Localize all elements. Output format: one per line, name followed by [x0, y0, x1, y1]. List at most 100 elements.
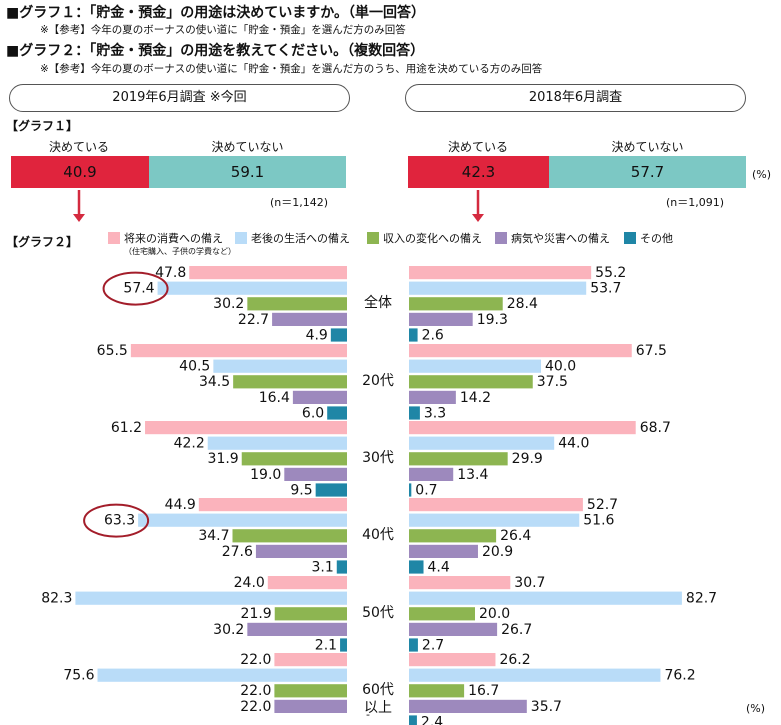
label-2019-g5-s1: 75.6: [63, 668, 94, 684]
bar-2019-g2-s4: [315, 483, 347, 497]
bar-2019-g3-s3: [255, 544, 347, 558]
label-2018-g2-s0: 68.7: [640, 420, 671, 436]
graph1-right-decided-bar: 42.3: [408, 156, 549, 188]
graph1-label: 【グラフ１】: [6, 119, 79, 133]
bar-2018-g0-s4: [409, 328, 418, 342]
bar-2019-g5-s1: [97, 668, 348, 682]
bar-2019-g3-s0: [198, 498, 347, 512]
bar-2019-g3-s2: [232, 529, 347, 543]
q2-title: ■グラフ２：「貯金・預金」の用途を教えてください。（複数回答）: [6, 43, 425, 59]
label-2018-g4-s1: 82.7: [686, 591, 717, 607]
bar-2018-g2-s3: [409, 467, 454, 481]
bar-2018-g1-s2: [409, 375, 533, 389]
legend-label-4: その他: [640, 232, 673, 245]
label-2019-g2-s1: 42.2: [174, 436, 205, 452]
highlight-circle-0: [102, 271, 169, 306]
label-2018-g2-s4: 0.7: [415, 482, 437, 498]
label-2019-g2-s3: 19.0: [250, 467, 281, 483]
legend-swatch-1: [235, 232, 247, 244]
graph1-percent-unit: (%): [752, 168, 772, 181]
label-2018-g5-s1: 76.2: [664, 668, 695, 684]
survey-2018-label: 2018年6月調査: [405, 84, 746, 112]
label-2019-g5-s0: 22.0: [240, 652, 271, 668]
bar-2019-g3-s4: [336, 560, 347, 574]
label-2018-g5-s2: 16.7: [468, 683, 499, 699]
label-2019-g5-s2: 22.0: [240, 683, 271, 699]
label-2019-g2-s2: 31.9: [208, 451, 239, 467]
category-label-0: 全体: [364, 294, 392, 311]
legend-swatch-0: [108, 232, 120, 244]
bar-2019-g1-s2: [233, 375, 347, 389]
bar-2018-g2-s2: [409, 452, 508, 466]
graph2-percent-unit: (%): [746, 702, 766, 715]
category-label-4: 50代: [362, 605, 394, 621]
bar-2018-g2-s0: [409, 421, 636, 435]
legend-label-1: 老後の生活への備え: [251, 232, 350, 245]
label-2018-g5-s4: 2.4: [421, 714, 443, 725]
label-2018-g5-s0: 26.2: [499, 652, 530, 668]
graph1-left-n: (n＝1,142): [270, 196, 329, 209]
bar-2018-g1-s1: [409, 359, 541, 373]
label-2018-g0-s1: 53.7: [590, 281, 621, 297]
label-2019-g4-s4: 2.1: [315, 637, 337, 653]
graph1-left-decided-bar: 40.9: [11, 156, 149, 188]
arrow-head-1: [472, 214, 484, 222]
legend-swatch-2: [367, 232, 379, 244]
legend-label-2: 収入の変化への備え: [383, 232, 482, 245]
bar-2019-g1-s3: [292, 390, 347, 404]
graph2-label: 【グラフ２】: [6, 235, 79, 249]
label-2018-g4-s4: 2.7: [422, 637, 444, 653]
label-2018-g3-s2: 26.4: [500, 528, 531, 544]
graph1-right-undecided-label: 決めていない: [611, 140, 684, 154]
label-2019-g1-s4: 6.0: [302, 405, 324, 421]
label-2018-g0-s4: 2.6: [422, 327, 444, 343]
label-2018-g1-s0: 67.5: [636, 343, 667, 359]
label-2019-g0-s0: 47.8: [155, 265, 186, 281]
bar-2019-g4-s0: [267, 576, 347, 590]
label-2018-g3-s3: 20.9: [482, 544, 513, 560]
bar-2018-g4-s0: [409, 576, 511, 590]
label-2018-g2-s1: 44.0: [558, 436, 589, 452]
highlight-circle-1: [83, 503, 150, 538]
bar-2019-g5-s0: [274, 653, 347, 667]
label-2018-g4-s2: 20.0: [479, 606, 510, 622]
bar-2019-g0-s2: [247, 297, 347, 311]
label-2018-g3-s1: 51.6: [583, 513, 614, 529]
bar-2019-g4-s3: [247, 622, 347, 636]
bar-2019-g4-s2: [274, 607, 347, 621]
arrow-head-0: [73, 214, 85, 222]
bar-2019-g4-s4: [340, 638, 347, 652]
bar-2019-g3-s1: [138, 513, 347, 527]
bar-2018-g0-s1: [409, 281, 587, 295]
label-2019-g3-s4: 3.1: [312, 559, 334, 575]
bar-2019-g1-s0: [130, 344, 347, 358]
label-2019-g5-s3: 22.0: [240, 699, 271, 715]
label-2019-g0-s1: 57.4: [123, 281, 154, 297]
bar-2019-g1-s1: [213, 359, 347, 373]
bar-2018-g3-s3: [409, 544, 478, 558]
bar-2019-g1-s4: [327, 406, 347, 420]
bar-2018-g3-s1: [409, 513, 580, 527]
category-label-1: 20代: [362, 373, 394, 389]
label-2019-g1-s1: 40.5: [179, 359, 210, 375]
label-2018-g1-s4: 3.3: [424, 405, 446, 421]
label-2018-g3-s4: 4.4: [428, 559, 450, 575]
bar-2019-g0-s4: [330, 328, 347, 342]
label-2018-g1-s1: 40.0: [545, 359, 576, 375]
category-label-3: 40代: [362, 527, 394, 543]
graph1-left-undecided-label: 決めていない: [211, 140, 284, 154]
bar-2019-g0-s3: [272, 312, 347, 326]
label-2019-g4-s0: 24.0: [234, 575, 265, 591]
category-label-5: 60代: [362, 682, 394, 698]
label-2018-g0-s3: 19.3: [477, 312, 508, 328]
bar-2018-g0-s2: [409, 297, 503, 311]
bar-2018-g3-s2: [409, 529, 497, 543]
bar-2018-g4-s1: [409, 591, 682, 605]
legend-swatch-3: [495, 232, 507, 244]
bar-2018-g1-s3: [409, 390, 456, 404]
bar-2019-g0-s0: [189, 266, 347, 280]
bar-2018-g1-s0: [409, 344, 632, 358]
label-2019-g0-s2: 30.2: [213, 296, 244, 312]
bar-2019-g0-s1: [157, 281, 347, 295]
label-2018-g2-s3: 13.4: [457, 467, 488, 483]
